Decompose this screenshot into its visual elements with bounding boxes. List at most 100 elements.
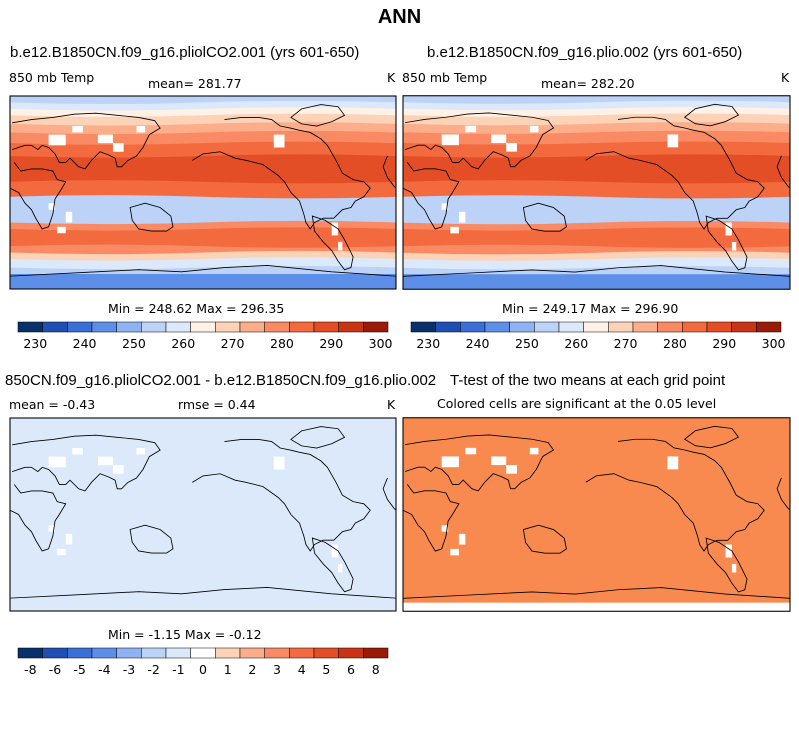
missing-data-cell [450,226,459,234]
colorbar-box [706,321,732,333]
colorbar-box [756,321,782,333]
colorbar-box [534,321,560,333]
colorbar-box [190,647,216,659]
antarctic-band [403,274,790,290]
colorbar-box [608,321,634,333]
coastline [311,537,354,593]
colorbar-tick-label: 1 [224,662,232,677]
coastline [311,215,354,271]
colorbar-tick-label: -3 [123,662,135,677]
colorbar-box [289,647,315,659]
colorbar-tick-label: 240 [466,336,490,351]
temp-band [403,154,790,184]
panel1-mean-label: mean= 281.77 [148,76,242,91]
colorbar-box [91,647,117,659]
missing-data-cell [458,533,466,545]
colorbar-tick-label: -1 [172,662,184,677]
colorbar-box [435,321,461,333]
colorbar-box [289,321,315,333]
coastline [9,155,397,230]
page-title: ANN [377,6,422,28]
coastline [405,434,555,492]
colorbar-tick-label: 250 [122,336,146,351]
colorbar-box [42,321,68,333]
colorbar-box [215,321,241,333]
map-border [402,417,791,612]
colorbar-box [338,647,364,659]
panel1-units-label: K [387,70,396,85]
coastline [705,537,748,593]
colorbar-box [91,321,117,333]
missing-data-cell [458,211,466,223]
missing-data-cell [65,533,73,545]
coastline [585,438,765,552]
nonsignificant-cells [403,602,790,612]
colorbar-box [558,321,584,333]
coastline [402,587,791,599]
coastline [402,265,791,277]
colorbar-box [67,647,93,659]
missing-data-cell [112,143,124,152]
coastline [192,117,371,230]
colorbar-tick-label: 250 [515,336,539,351]
temp-band [10,227,396,248]
missing-data-cell [731,241,737,251]
colorbar-box [141,647,167,659]
colorbar-box [632,321,658,333]
colorbar-box [17,647,43,659]
missing-data-cell [72,126,83,133]
colorbar-tick-label: 290 [319,336,343,351]
panel2-mean-label: mean= 282.20 [541,76,635,91]
coastline [192,439,371,552]
panel2-colorbar: 230 240 250 260 270 280 290 300 [410,321,786,351]
missing-data-cell [465,447,477,455]
missing-data-cell [136,126,146,133]
coastline [290,104,346,127]
panel3-rmse-label: rmse = 0.44 [178,397,256,412]
missing-data-cell [331,544,339,558]
temp-band [10,154,396,184]
missing-data-cell [441,134,459,146]
temp-band [403,227,790,248]
colorbar-box [363,321,389,333]
panel1-colorbar: 230 240 250 260 270 280 290 300 [17,321,393,351]
colorbar-tick-label: 240 [73,336,97,351]
coastline [405,112,555,170]
missing-data-cell [441,525,449,532]
missing-data-cell [491,134,507,144]
coastline [290,426,346,449]
map-border [402,95,791,290]
colorbar-box [116,321,142,333]
colorbar-box [460,321,486,333]
panel1-title: b.e12.B1850CN.f09_g16.pliolCO2.001 (yrs … [10,44,360,61]
colorbar-tick-label: 4 [298,662,306,677]
colorbar-tick-label: -5 [73,662,85,677]
antarctic-band [10,273,396,289]
coastline [12,112,161,170]
colorbar-box [165,321,191,333]
coastline [9,586,397,599]
colorbar-box [313,647,339,659]
missing-data-cell [57,226,66,234]
panel3-units-label: K [387,397,396,412]
coastline [585,116,765,230]
colorbar-box [67,321,93,333]
missing-data-cell [731,563,737,573]
colorbar-box [410,321,436,333]
panel1-map [9,95,397,290]
colorbar-tick-label: 280 [663,336,687,351]
missing-data-cell [48,203,56,210]
panel2-map [402,95,791,290]
colorbar-tick-label: 290 [712,336,736,351]
colorbar-box [682,321,708,333]
panel2-units-label: K [781,70,790,85]
missing-data-cell [48,456,66,468]
panel2-title: b.e12.B1850CN.f09_g16.plio.002 (yrs 601-… [427,44,743,61]
colorbar-tick-label: 3 [273,662,281,677]
colorbar-tick-label: 8 [372,662,380,677]
panel4-title: T-test of the two means at each grid poi… [450,372,726,389]
coastline [683,425,740,449]
colorbar-tick-label: 300 [762,336,786,351]
map-border [9,417,397,612]
coastline [522,202,567,232]
